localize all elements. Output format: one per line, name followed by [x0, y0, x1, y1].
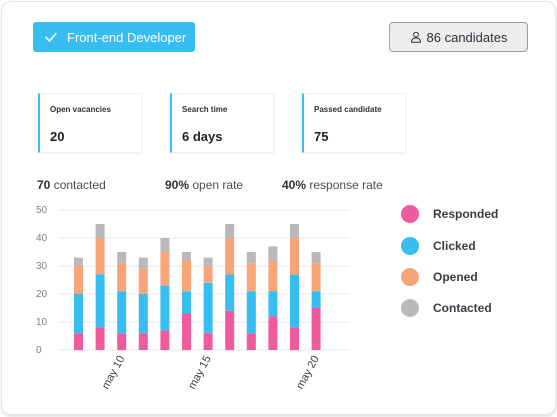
metric-value: 70	[37, 178, 51, 192]
bar-segment-opened	[74, 266, 83, 294]
legend-clicked: Clicked	[401, 236, 476, 256]
bar-segment-contacted	[246, 252, 256, 264]
x-tick-label: may 10	[100, 354, 128, 391]
bar-segment-contacted	[117, 252, 127, 264]
chart-bars	[74, 224, 321, 350]
bar-segment-opened	[138, 268, 148, 294]
bar-segment-contacted	[74, 257, 83, 266]
bar-segment-opened	[246, 263, 256, 292]
x-tick-label: may 20	[294, 354, 322, 391]
bar-segment-opened	[268, 260, 278, 292]
stat-open-vacancies: Open vacancies 20	[38, 93, 142, 153]
bar-segment-responded	[160, 330, 170, 350]
bar-segment-clicked	[203, 282, 213, 334]
check-icon	[45, 32, 57, 42]
bar-segment-clicked	[95, 274, 105, 328]
metric-open-rate: 90% open rate	[165, 178, 243, 192]
legend-swatch	[401, 237, 419, 255]
bar-segment-contacted	[95, 224, 105, 238]
legend-opened: Opened	[401, 267, 478, 287]
bar-segment-contacted	[160, 238, 170, 252]
role-filter-label: Front-end Developer	[67, 29, 187, 45]
y-tick-label: 30	[36, 261, 48, 272]
legend-swatch	[401, 268, 419, 286]
bar-segment-opened	[160, 252, 170, 286]
bar-segment-contacted	[268, 246, 278, 261]
bar-segment-responded	[290, 327, 299, 350]
metric-text: contacted	[53, 178, 106, 192]
y-tick-label: 0	[36, 345, 42, 356]
user-icon	[410, 31, 421, 43]
bar-segment-clicked	[160, 285, 170, 331]
bar-segment-contacted	[182, 252, 191, 261]
stat-label: Passed candidate	[314, 105, 382, 114]
stat-label: Open vacancies	[50, 105, 111, 114]
bar-segment-contacted	[138, 257, 148, 269]
legend-label: Responded	[433, 207, 499, 221]
bar-segment-responded	[203, 333, 213, 350]
bar-segment-opened	[311, 263, 321, 292]
metric-text: open rate	[192, 178, 244, 192]
stat-value: 75	[314, 129, 329, 144]
bar-segment-contacted	[203, 257, 213, 266]
x-axis-labels: may 10 may 15 may 20	[100, 354, 322, 391]
bar-segment-responded	[268, 316, 278, 350]
bar-segment-clicked	[138, 294, 148, 334]
bar-segment-clicked	[311, 291, 321, 308]
y-tick-label: 20	[36, 289, 48, 300]
bar-segment-responded	[311, 308, 321, 350]
bar-segment-opened	[203, 266, 213, 283]
bar-segment-opened	[117, 263, 127, 292]
bar-segment-clicked	[117, 291, 127, 334]
stat-label: Search time	[182, 105, 228, 114]
legend-contacted: Contacted	[401, 298, 492, 318]
bar-segment-responded	[138, 333, 148, 350]
metric-text: response rate	[309, 178, 383, 192]
legend-label: Clicked	[433, 239, 476, 253]
bar-segment-clicked	[246, 291, 256, 334]
bar-segment-responded	[246, 333, 256, 350]
bar-segment-contacted	[225, 224, 235, 238]
metric-value: 90%	[165, 178, 190, 192]
stat-value: 6 days	[182, 129, 223, 144]
bar-segment-opened	[95, 238, 105, 275]
candidates-label: 86 candidates	[426, 29, 508, 45]
bar-segment-responded	[95, 327, 105, 350]
y-tick-label: 40	[36, 233, 48, 244]
bar-segment-contacted	[290, 224, 299, 238]
metric-value: 40%	[282, 178, 307, 192]
role-filter-button[interactable]: Front-end Developer	[33, 22, 195, 52]
legend-label: Contacted	[433, 301, 492, 315]
candidates-button[interactable]: 86 candidates	[389, 22, 528, 52]
legend-label: Opened	[433, 270, 478, 284]
y-axis-labels: 0 10 20 30 40 50	[36, 205, 48, 356]
stat-search-time: Search time 6 days	[170, 93, 274, 153]
y-tick-label: 10	[36, 317, 48, 328]
bar-segment-opened	[225, 238, 235, 275]
bar-segment-responded	[182, 313, 191, 350]
bar-segment-responded	[225, 310, 235, 350]
bar-segment-clicked	[290, 274, 299, 328]
bar-segment-clicked	[182, 291, 191, 314]
bar-segment-opened	[182, 260, 191, 292]
metric-contacted: 70 contacted	[37, 178, 106, 192]
bar-segment-clicked	[225, 274, 235, 311]
stat-value: 20	[50, 129, 65, 144]
x-tick-label: may 15	[186, 354, 214, 391]
legend-swatch	[401, 205, 419, 223]
legend-responded: Responded	[401, 204, 498, 224]
bar-segment-clicked	[268, 291, 278, 317]
legend-swatch	[401, 299, 419, 317]
bar-segment-responded	[117, 333, 127, 350]
stat-passed-candidate: Passed candidate 75	[302, 93, 406, 153]
bar-segment-responded	[74, 333, 83, 350]
metric-response-rate: 40% response rate	[282, 178, 383, 192]
y-tick-label: 50	[36, 205, 48, 216]
bar-segment-clicked	[74, 294, 83, 334]
bar-segment-contacted	[311, 252, 321, 264]
bar-segment-opened	[290, 238, 299, 275]
